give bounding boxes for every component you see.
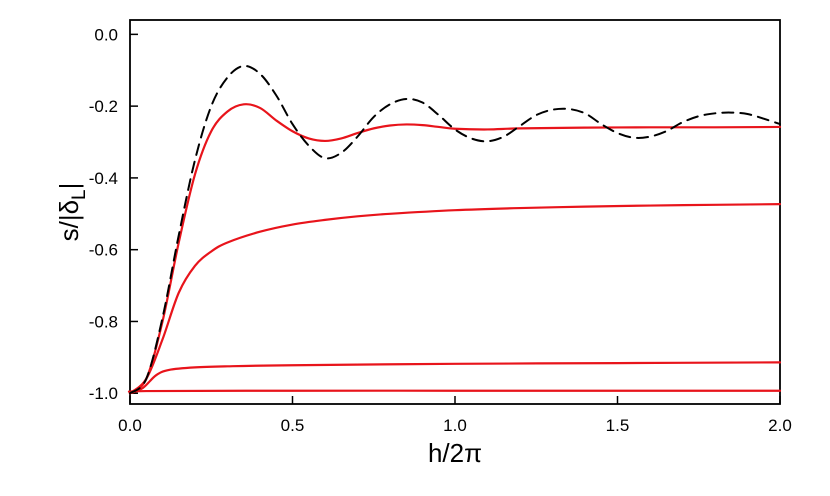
- red-series-line-1: [128, 103, 782, 395]
- x-axis-title: h/2π: [428, 438, 482, 468]
- y-tick-label: -0.8: [89, 312, 118, 331]
- dashed-series-line-0: [129, 64, 781, 395]
- x-tick-label: 1.0: [443, 416, 467, 435]
- y-tick-label: 0.0: [94, 25, 118, 44]
- x-tick-label: 0.0: [118, 416, 142, 435]
- x-axis-ticks: 0.0 0.5 1.0 1.5 2.0: [118, 396, 792, 435]
- x-tick-label: 2.0: [768, 416, 792, 435]
- series-layer: [127, 64, 782, 395]
- y-tick-label: -0.6: [89, 241, 118, 260]
- y-axis-title-end: |: [54, 183, 84, 190]
- red-series-line-4: [127, 389, 782, 394]
- y-tick-label: -0.4: [89, 169, 118, 188]
- plot-frame: [129, 19, 781, 405]
- x-tick-label: 0.5: [281, 416, 305, 435]
- y-axis-title-sub: L: [69, 189, 90, 200]
- y-axis-title: s/|δL|: [54, 183, 90, 242]
- y-tick-label: -1.0: [89, 384, 118, 403]
- x-tick-label: 1.5: [606, 416, 630, 435]
- y-axis-title-main: s/|δ: [54, 200, 84, 241]
- y-tick-label: -0.2: [89, 97, 118, 116]
- y-axis-ticks: 0.0 -0.2 -0.4 -0.6 -0.8 -1.0: [89, 25, 138, 403]
- red-series-line-3: [128, 361, 782, 395]
- red-series-line-2: [128, 203, 782, 395]
